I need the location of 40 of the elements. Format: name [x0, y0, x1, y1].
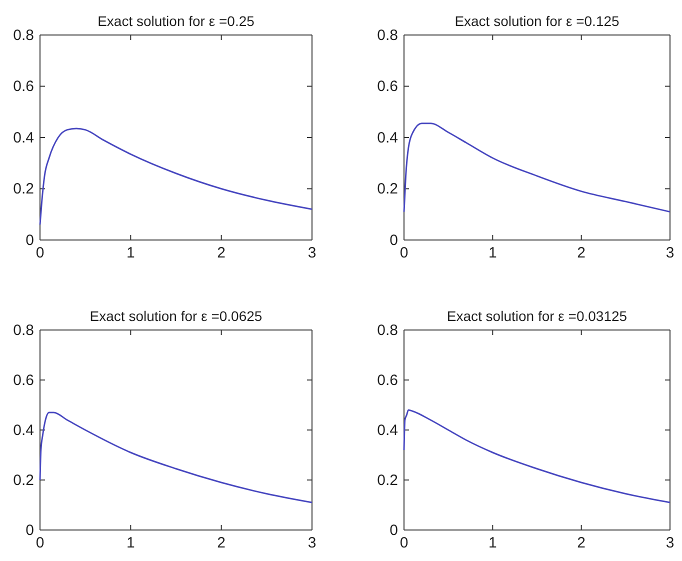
- x-tick-label: 3: [666, 534, 674, 552]
- y-tick-label: 0: [390, 232, 398, 249]
- x-tick-label: 3: [308, 244, 316, 262]
- y-tick-label: 0.2: [377, 472, 398, 489]
- y-tick-label: 0.2: [377, 180, 398, 198]
- y-tick-label: 0.4: [377, 129, 398, 146]
- y-tick-label: 0.8: [377, 322, 398, 339]
- y-tick-label: 0.2: [13, 180, 34, 198]
- chart-title: Exact solution for ε =0.25: [98, 13, 255, 29]
- y-tick-label: 0.6: [377, 372, 398, 389]
- y-tick-label: 0: [26, 522, 34, 539]
- y-tick-label: 0.4: [13, 422, 34, 439]
- x-tick-label: 2: [217, 534, 226, 552]
- y-tick-label: 0.8: [377, 26, 398, 44]
- x-tick-label: 2: [217, 244, 226, 262]
- line-series: [403, 409, 671, 504]
- y-tick-label: 0.8: [13, 322, 34, 339]
- line-series: [39, 412, 313, 504]
- x-tick-label: 1: [488, 244, 497, 262]
- y-tick-label: 0.4: [377, 422, 398, 439]
- line-series: [39, 128, 313, 226]
- y-tick-label: 0: [26, 232, 34, 249]
- y-tick-label: 0.6: [377, 78, 398, 96]
- x-tick-label: 2: [577, 244, 586, 262]
- y-tick-label: 0.4: [13, 129, 34, 146]
- y-tick-label: 0.6: [13, 372, 34, 389]
- x-tick-label: 3: [666, 244, 674, 262]
- chart-title: Exact solution for ε =0.03125: [446, 308, 628, 324]
- y-tick-label: 0.2: [13, 472, 34, 489]
- x-tick-label: 1: [126, 244, 135, 262]
- y-tick-label: 0.6: [13, 78, 34, 96]
- x-tick-label: 3: [308, 534, 316, 552]
- x-tick-label: 1: [126, 534, 135, 552]
- y-tick-label: 0.8: [13, 26, 34, 44]
- x-tick-label: 2: [577, 534, 586, 552]
- y-tick-label: 0: [390, 522, 398, 539]
- x-tick-label: 1: [488, 534, 497, 552]
- line-series: [403, 122, 671, 213]
- chart-title: Exact solution for ε =0.0625: [90, 308, 262, 324]
- chart-title: Exact solution for ε =0.125: [454, 13, 620, 29]
